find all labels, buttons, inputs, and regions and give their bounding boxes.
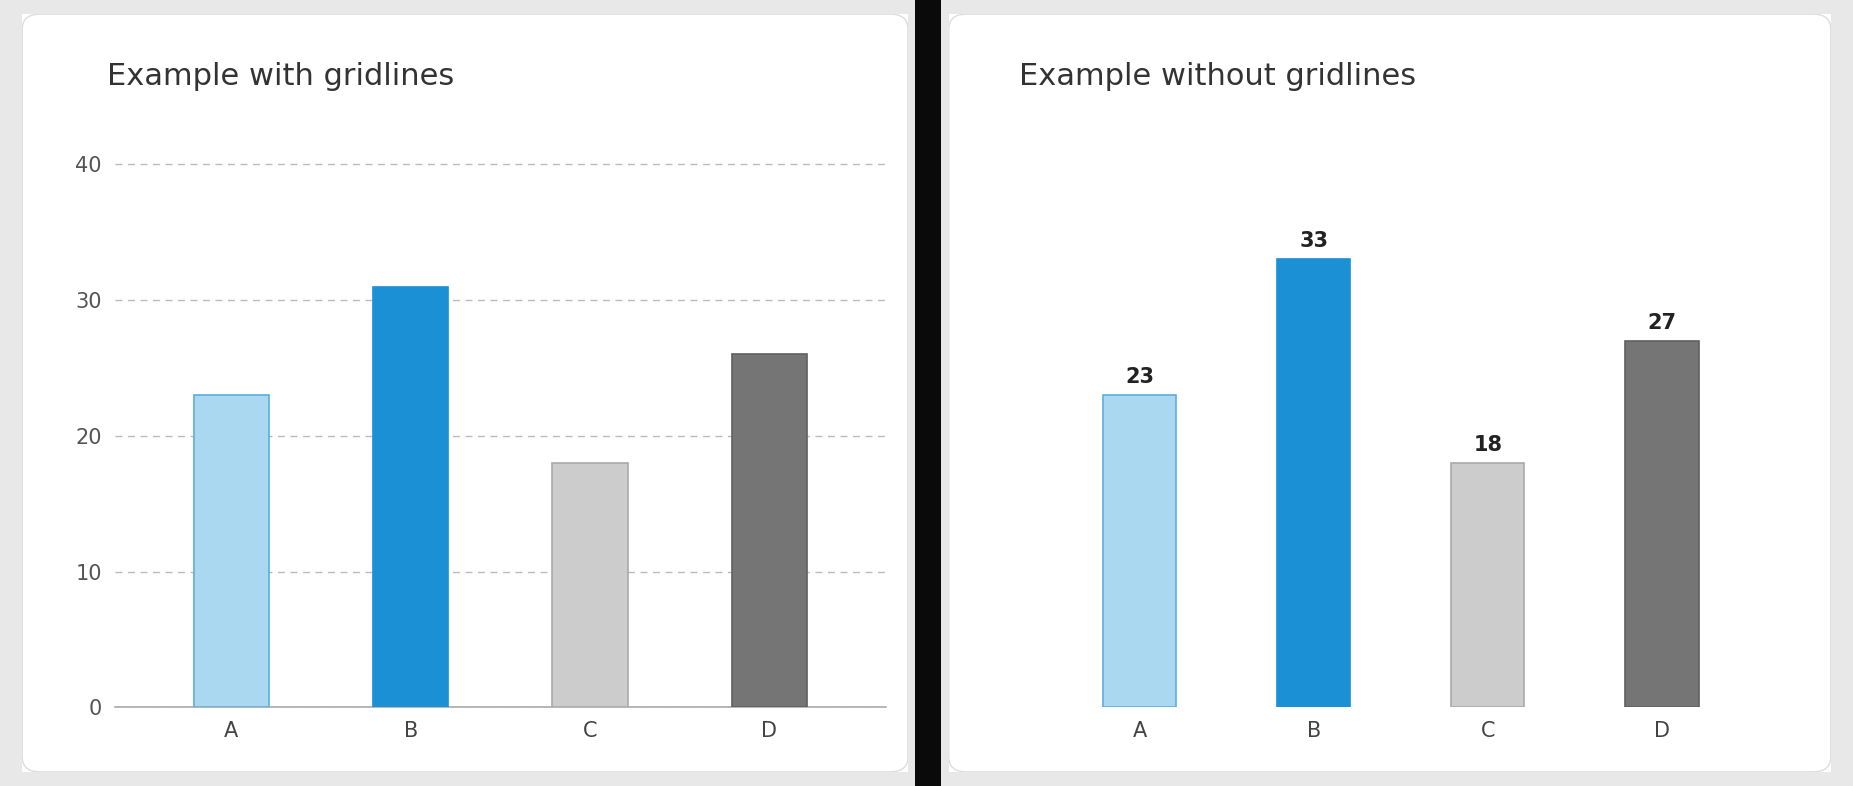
Text: 27: 27 bbox=[1647, 313, 1677, 332]
FancyBboxPatch shape bbox=[22, 14, 908, 772]
FancyBboxPatch shape bbox=[949, 14, 1831, 772]
Bar bbox=[195, 395, 269, 707]
Bar bbox=[732, 354, 806, 707]
Text: 23: 23 bbox=[1125, 367, 1154, 387]
Text: 33: 33 bbox=[1299, 231, 1329, 252]
Bar bbox=[1277, 259, 1351, 707]
Text: 18: 18 bbox=[1473, 435, 1503, 455]
Bar bbox=[1103, 395, 1177, 707]
Bar bbox=[372, 287, 448, 707]
Text: Example without gridlines: Example without gridlines bbox=[1019, 62, 1416, 91]
Bar bbox=[1625, 341, 1699, 707]
Bar bbox=[1451, 463, 1525, 707]
Text: Example with gridlines: Example with gridlines bbox=[107, 62, 454, 91]
Bar bbox=[552, 463, 628, 707]
